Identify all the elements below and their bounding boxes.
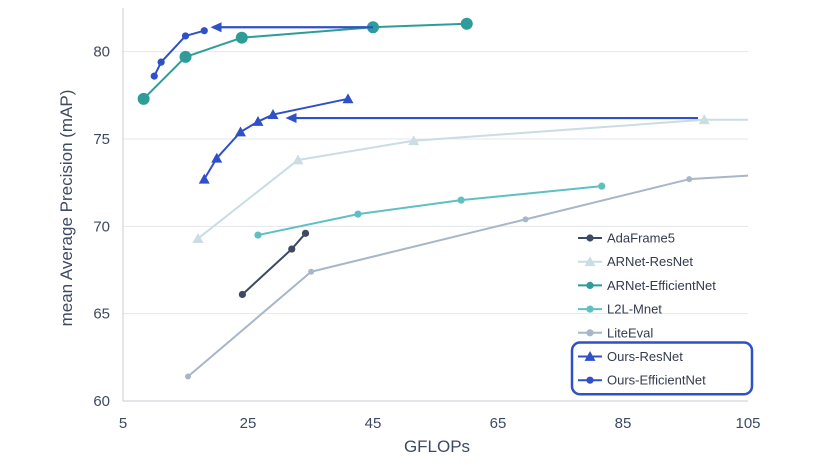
legend-highlight-box	[570, 341, 754, 396]
data-point-liteeval	[686, 176, 693, 183]
arrow-head	[285, 113, 297, 124]
legend-label: ARNet-EfficientNet	[607, 278, 716, 293]
data-point-l2l-mnet	[254, 231, 262, 239]
legend: AdaFrame5 ARNet-ResNet ARNet-EfficientNet L…	[570, 231, 754, 396]
legend-swatch-marker	[586, 329, 594, 337]
x-axis-label: GFLOPs	[404, 437, 470, 456]
data-point-arnet-resnet	[408, 135, 420, 146]
axes	[122, 8, 748, 402]
data-point-l2l-mnet	[457, 196, 465, 204]
y-tick-labels: 60 65 70 75 80	[93, 44, 110, 410]
data-point-ours-resnet	[211, 152, 223, 163]
data-point-arnet-efficientnet	[179, 50, 192, 63]
data-point-ours-resnet	[267, 109, 279, 119]
data-point-liteeval	[185, 373, 191, 380]
x-tick-label: 105	[735, 415, 760, 432]
arrow-head	[210, 22, 222, 33]
data-point-arnet-efficientnet	[460, 17, 473, 30]
data-point-arnet-efficientnet	[137, 92, 150, 105]
data-point-liteeval	[522, 216, 529, 223]
data-point-adaframe5	[288, 245, 296, 253]
legend-item-ours-resnet: Ours-ResNet	[578, 349, 683, 364]
data-point-ours-efficientnet	[150, 72, 158, 80]
legend-swatch-marker	[586, 305, 594, 313]
legend-item-arnet-resnet: ARNet-ResNet	[578, 254, 693, 269]
gridlines	[123, 51, 748, 315]
series-liteeval	[185, 174, 749, 380]
data-point-arnet-resnet	[192, 233, 204, 243]
series-line-arnet-resnet	[197, 118, 748, 240]
series-ours-efficientnet	[150, 27, 208, 80]
legend-swatch-marker	[584, 256, 596, 267]
legend-label: AdaFrame5	[607, 231, 675, 246]
series-arnet-resnet	[192, 114, 748, 243]
legend-item-ours-efficientnet: Ours-EfficientNet	[578, 373, 706, 388]
x-tick-labels: 5 25 45 65 85 105	[119, 415, 761, 432]
x-tick-label: 45	[365, 415, 382, 432]
x-tick-label: 65	[490, 415, 507, 432]
data-point-arnet-efficientnet	[235, 31, 248, 44]
series-ours-resnet	[198, 93, 354, 184]
data-point-ours-efficientnet	[157, 58, 165, 66]
legend-item-liteeval: LiteEval	[578, 325, 653, 340]
arrow-2	[285, 113, 698, 124]
legend-label: LiteEval	[607, 325, 653, 340]
series-line-ours-efficientnet	[153, 29, 205, 77]
x-tick-label: 5	[119, 415, 127, 432]
legend-swatch-marker	[586, 281, 594, 289]
data-point-adaframe5	[238, 290, 246, 299]
series-l2l-mnet	[254, 182, 606, 239]
data-point-ours-efficientnet	[181, 32, 190, 40]
legend-label: Ours-ResNet	[607, 349, 683, 364]
y-tick-label: 70	[93, 218, 110, 235]
legend-swatch-marker	[586, 376, 594, 384]
y-tick-label: 75	[93, 131, 110, 148]
y-axis-label: mean Average Precision (mAP)	[57, 90, 76, 327]
data-point-ours-resnet	[198, 173, 210, 184]
series-layer	[137, 17, 749, 380]
legend-label: ARNet-ResNet	[607, 254, 693, 269]
y-tick-label: 65	[93, 306, 110, 323]
arrow-annotations	[210, 22, 698, 124]
x-tick-label: 85	[615, 415, 632, 432]
legend-swatch-marker	[584, 351, 596, 361]
data-point-adaframe5	[301, 229, 310, 237]
legend-label: Ours-EfficientNet	[607, 373, 706, 388]
series-arnet-efficientnet	[137, 17, 473, 105]
series-line-l2l-mnet	[257, 185, 602, 237]
x-tick-label: 25	[240, 415, 257, 432]
data-point-ours-resnet	[252, 116, 264, 126]
data-point-l2l-mnet	[354, 210, 362, 218]
series-line-liteeval	[187, 174, 749, 378]
data-point-l2l-mnet	[598, 182, 606, 190]
legend-item-adaframe5: AdaFrame5	[578, 231, 675, 246]
arrow-1	[210, 22, 373, 33]
data-point-ours-resnet	[342, 93, 354, 104]
legend-item-arnet-efficientnet: ARNet-EfficientNet	[578, 278, 716, 293]
data-point-arnet-resnet	[698, 114, 710, 125]
data-point-arnet-resnet	[292, 154, 304, 165]
legend-item-l2l-mnet: L2L-Mnet	[578, 302, 662, 317]
data-point-ours-resnet	[235, 126, 246, 137]
y-tick-label: 80	[93, 44, 110, 61]
legend-label: L2L-Mnet	[607, 302, 662, 317]
y-tick-label: 60	[93, 393, 110, 410]
data-point-liteeval	[308, 268, 315, 275]
legend-swatch-marker	[586, 234, 594, 242]
series-adaframe5	[238, 229, 310, 299]
data-point-ours-efficientnet	[200, 27, 208, 35]
